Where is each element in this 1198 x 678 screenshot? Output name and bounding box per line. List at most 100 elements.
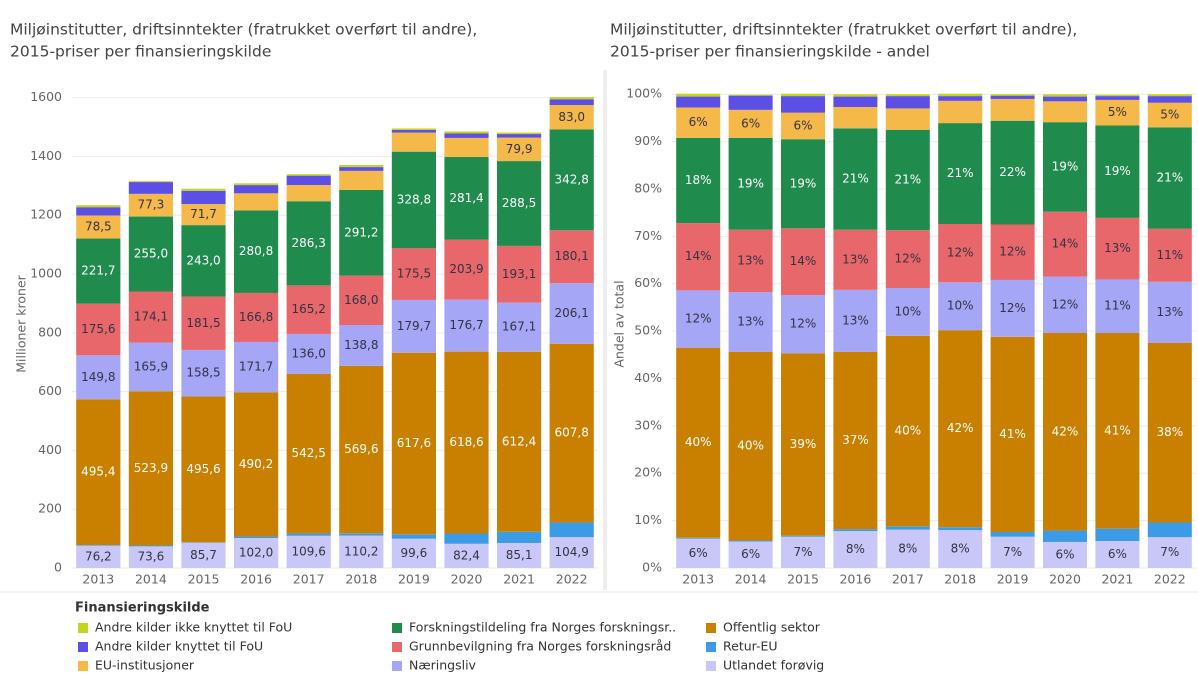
data-label: 6% <box>1055 547 1074 561</box>
legend-label: Næringsliv <box>409 658 477 673</box>
bar-segment <box>676 223 721 291</box>
x-tick-label: 2021 <box>1101 572 1133 587</box>
data-label: 76,2 <box>85 549 112 563</box>
data-label: 22% <box>999 165 1026 179</box>
bar-segment <box>444 133 489 138</box>
y-tick-label: 0% <box>642 560 662 575</box>
data-label: 77,3 <box>138 198 165 212</box>
bar-segment <box>1095 96 1140 100</box>
bar-segment <box>181 188 226 191</box>
x-tick-label: 2022 <box>1154 572 1186 587</box>
bar-segment <box>286 373 331 534</box>
data-label: 174,1 <box>134 310 168 324</box>
bar-segment <box>885 96 930 109</box>
data-label: 136,0 <box>292 346 326 360</box>
data-label: 85,1 <box>506 548 533 562</box>
chart-title: Miljøinstitutter, driftsinntekter (fratr… <box>610 21 1077 39</box>
bar-segment <box>780 536 826 568</box>
data-label: 6% <box>741 547 760 561</box>
bar-segment <box>181 396 226 543</box>
bar-segment <box>76 355 121 400</box>
bar-segment <box>444 157 489 240</box>
bar-segment <box>833 531 878 568</box>
data-label: 21% <box>894 172 921 186</box>
y-tick-label: 1400 <box>30 148 62 163</box>
bar-segment <box>885 129 930 231</box>
x-tick-label: 2016 <box>839 572 871 587</box>
data-label: 171,7 <box>239 360 273 374</box>
bar-segment <box>497 531 542 543</box>
y-tick-label: 100% <box>626 86 662 101</box>
bar-segment <box>234 538 279 568</box>
bar-segment <box>833 96 878 108</box>
data-label: 79,9 <box>506 142 533 156</box>
bar-segment <box>444 137 489 158</box>
y-axis-label: Andel av total <box>612 280 627 367</box>
bar-segment <box>676 107 721 138</box>
y-tick-label: 10% <box>634 512 662 527</box>
bar-segment <box>885 230 930 288</box>
data-label: 38% <box>1156 425 1183 439</box>
data-label: 21% <box>1156 171 1183 185</box>
bar-segment <box>1147 228 1192 282</box>
data-label: 13% <box>1104 241 1131 255</box>
y-axis-label: Millioner kroner <box>14 274 29 372</box>
bar-segment <box>286 175 331 186</box>
data-label: 12% <box>1052 297 1079 311</box>
data-label: 13% <box>737 315 764 329</box>
bar-segment <box>1042 101 1088 123</box>
data-label: 6% <box>689 546 708 560</box>
bar-segment <box>1147 102 1192 128</box>
bar-segment <box>339 535 384 568</box>
data-label: 13% <box>1156 305 1183 319</box>
data-label: 83,0 <box>558 110 585 124</box>
x-tick-label: 2017 <box>293 572 325 587</box>
bar-segment <box>391 129 436 133</box>
panel-separator <box>603 70 607 590</box>
bar-segment <box>128 291 173 343</box>
bar-segment <box>181 225 226 297</box>
y-tick-label: 400 <box>38 442 62 457</box>
bar-segment <box>833 107 878 129</box>
bar-segment <box>1042 122 1088 212</box>
legend-swatch <box>392 623 402 633</box>
bar-segment <box>128 216 173 292</box>
bar-segment <box>181 190 226 205</box>
data-label: 179,7 <box>397 319 431 333</box>
legend-label: Offentlig sektor <box>723 620 821 635</box>
bar-segment <box>676 93 721 97</box>
bar-segment <box>391 538 436 568</box>
bar-segment <box>780 228 826 296</box>
data-label: 288,5 <box>502 196 536 210</box>
bar-segment <box>549 105 594 130</box>
data-label: 138,8 <box>344 338 378 352</box>
data-label: 490,2 <box>239 457 273 471</box>
data-label: 21% <box>842 172 869 186</box>
chart-title: 2015-priser per finansieringskilde - and… <box>610 43 930 61</box>
bar-segment <box>391 352 436 535</box>
bar-segment <box>497 161 542 246</box>
y-tick-label: 20% <box>634 465 662 480</box>
bar-segment <box>676 347 721 538</box>
data-label: 6% <box>689 115 708 129</box>
bar-segment <box>780 353 826 536</box>
data-label: 19% <box>1104 164 1131 178</box>
data-label: 180,1 <box>555 249 589 263</box>
bar-segment <box>339 275 384 325</box>
x-tick-label: 2019 <box>997 572 1029 587</box>
bar-segment <box>339 165 384 168</box>
bar-segment <box>549 522 594 538</box>
bar-segment <box>833 529 878 532</box>
bar-segment <box>339 167 384 171</box>
bar-segment <box>676 538 721 568</box>
bar-segment <box>676 290 721 348</box>
legend-label: Retur-EU <box>723 639 778 654</box>
data-label: 13% <box>842 313 869 327</box>
bar-segment <box>990 279 1035 337</box>
data-label: 291,2 <box>344 225 378 239</box>
data-label: 342,8 <box>555 172 589 186</box>
bar-segment <box>780 96 826 113</box>
data-label: 12% <box>999 301 1026 315</box>
data-label: 617,6 <box>397 436 431 450</box>
bar-segment <box>234 341 279 393</box>
